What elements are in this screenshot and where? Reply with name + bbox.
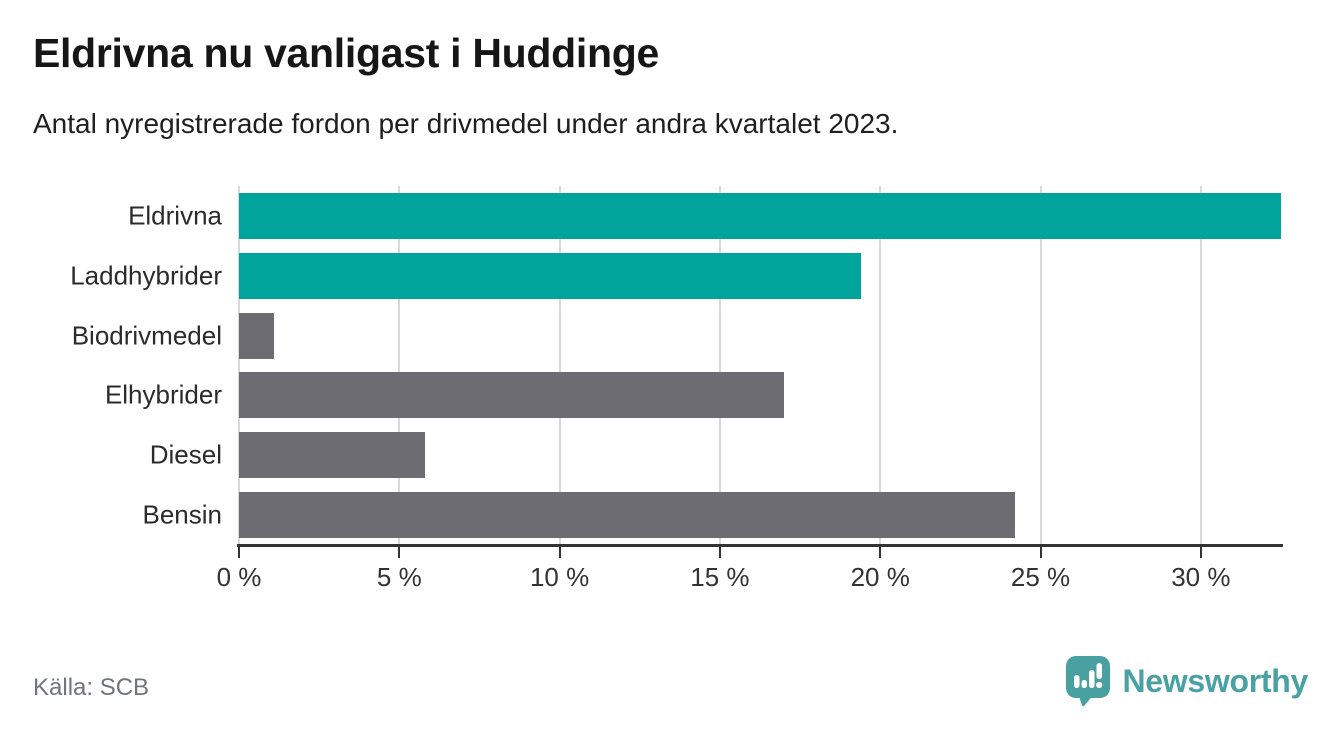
gridline [1039, 186, 1042, 545]
x-axis-tick-label: 30 % [1171, 562, 1231, 592]
x-axis-tick [1039, 547, 1042, 558]
x-axis-tick-label: 10 % [529, 562, 590, 592]
bar-row: Elhybrider [105, 366, 1281, 426]
x-axis-tick-label: 15 % [690, 562, 750, 592]
bar-row: Biodrivmedel [72, 306, 1281, 366]
gridline [718, 186, 721, 545]
bar-row: Bensin [143, 485, 1281, 545]
bar-row: Diesel [150, 425, 1281, 485]
chart-title: Eldrivna nu vanligast i Huddinge [33, 30, 659, 76]
category-label: Diesel [149, 439, 222, 470]
newsworthy-wordmark: Newsworthy [1122, 662, 1309, 699]
bar-bensin [239, 492, 1015, 539]
bar-laddhybrider [239, 252, 861, 299]
bar-row: Eldrivna [128, 186, 1281, 246]
bar-diesel [239, 432, 425, 479]
category-label: Elhybrider [104, 379, 222, 410]
gridline [879, 186, 882, 545]
bar-row: Laddhybrider [70, 246, 1281, 306]
bar-eldrivna [239, 192, 1281, 239]
category-label: Biodrivmedel [71, 320, 222, 351]
category-label: Laddhybrider [70, 260, 222, 291]
x-axis-tick-label: 25 % [1010, 562, 1071, 592]
x-axis: 0 % 5 % 10 % 15 % 20 % 25 % 30 % [217, 544, 1281, 604]
x-axis-tick-label: 20 % [850, 562, 910, 592]
x-axis-line [237, 544, 1283, 547]
category-label: Bensin [142, 499, 223, 530]
x-axis-tick [879, 547, 882, 558]
x-axis-tick [1199, 547, 1202, 558]
bar-chart: Eldrivna Laddhybrider Biodrivmedel Elhybrid… [0, 186, 1340, 606]
gridline [558, 186, 561, 545]
category-label: Eldrivna [128, 200, 222, 231]
newsworthy-logo: Newsworthy [1064, 654, 1309, 708]
plot-area: Eldrivna Laddhybrider Biodrivmedel Elhybrid… [70, 186, 1281, 545]
source-note: Källa: SCB [33, 674, 150, 701]
x-axis-tick [398, 547, 401, 558]
x-axis-tick-label: 0 % [216, 562, 262, 592]
gridline [1199, 186, 1202, 545]
x-axis-tick-label: 5 % [376, 562, 422, 592]
gridline [398, 186, 401, 545]
chart-subtitle: Antal nyregistrerade fordon per drivmede… [33, 108, 899, 139]
newsworthy-icon [1065, 656, 1110, 707]
x-axis-tick [558, 547, 561, 558]
x-axis-tick [718, 547, 721, 558]
bar-biodrivmedel [239, 312, 275, 359]
gridline [238, 186, 240, 545]
bar-elhybrider [239, 372, 785, 419]
x-axis-tick [238, 547, 240, 558]
